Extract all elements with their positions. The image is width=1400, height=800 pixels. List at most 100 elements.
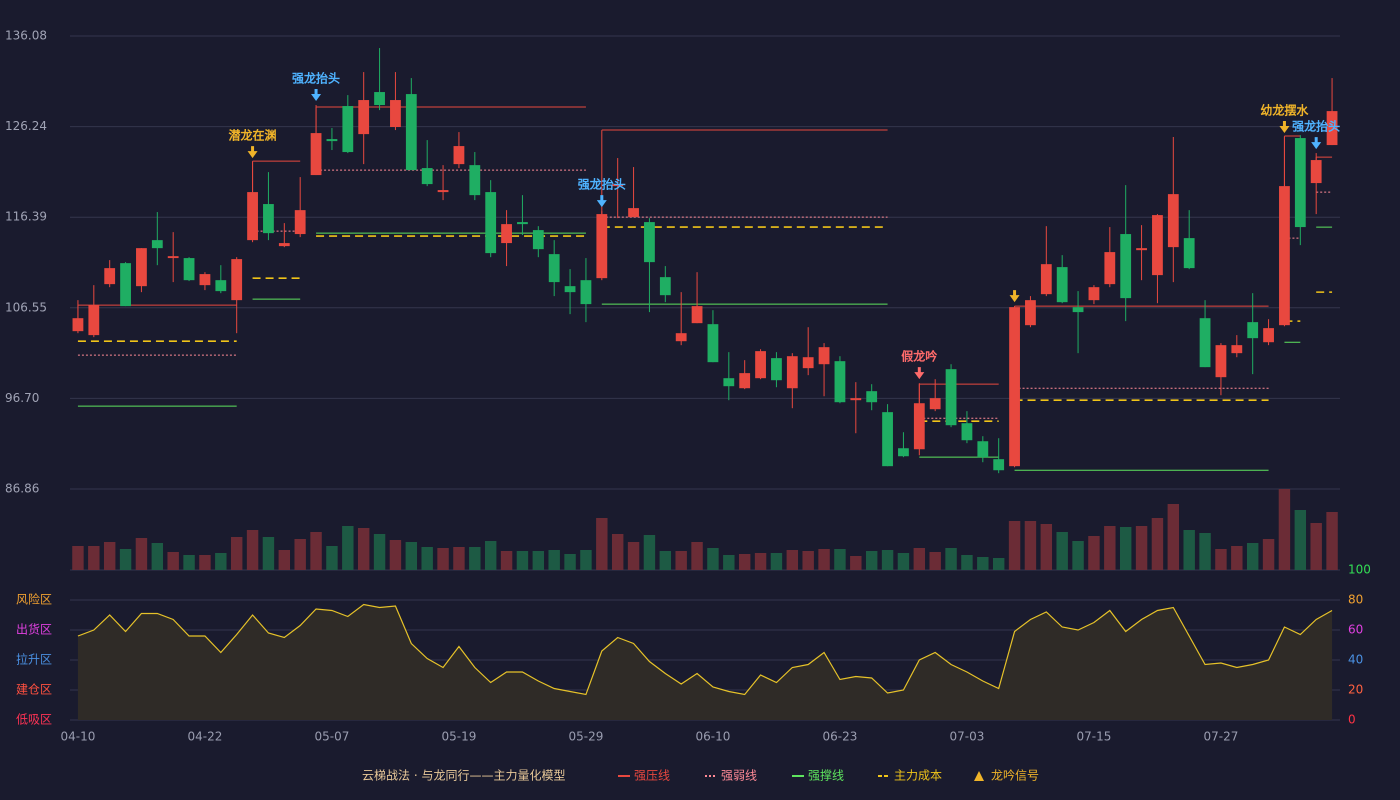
candle-body [850, 398, 862, 401]
candle-body [882, 412, 893, 467]
volume-bar [278, 550, 291, 570]
legend-label: 龙吟信号 [991, 768, 1039, 783]
candle-body [564, 286, 576, 293]
candle-body [1136, 248, 1147, 251]
volume-bar [1231, 546, 1243, 570]
volume-bar [1040, 524, 1053, 570]
x-tick-label: 07-03 [950, 730, 985, 744]
volume-bar [1088, 536, 1100, 570]
zone-label: 建仓区 [16, 683, 52, 697]
y-tick-label: 136.08 [5, 29, 47, 43]
x-tick-label: 04-10 [61, 730, 96, 744]
signal-arrow [247, 146, 258, 159]
volume-bar [596, 518, 608, 570]
x-tick-label: 04-22 [188, 730, 223, 744]
volume-bar [1056, 532, 1068, 570]
volume-bar [627, 542, 640, 570]
volume-bar [389, 540, 402, 570]
signal-arrow [596, 195, 607, 208]
volume-bar [310, 532, 322, 570]
legend-title: 云梯战法 · 与龙同行——主力量化模型 [362, 769, 565, 783]
candle-body [723, 378, 735, 387]
volume-bar [1151, 518, 1164, 570]
candle-body [278, 243, 290, 247]
candle-body [167, 256, 179, 259]
osc-tick-label: 80 [1348, 593, 1363, 607]
candle-body [453, 146, 465, 165]
osc-area [77, 604, 1333, 720]
volume-bar [977, 557, 989, 570]
candle-body [405, 94, 417, 171]
volume-bar [675, 551, 687, 570]
volume-bar [1215, 549, 1227, 570]
candle-body [469, 165, 481, 196]
volume-bar [643, 535, 656, 570]
candle-body [88, 305, 100, 336]
y-tick-label: 96.70 [5, 391, 39, 405]
candle-body [136, 248, 147, 287]
candle-body [961, 423, 973, 441]
volume-bar [1135, 526, 1148, 570]
candle-body [628, 208, 639, 218]
candle-body [532, 230, 544, 250]
volume-bar [770, 553, 783, 570]
candle-body [659, 277, 671, 296]
candle-body [374, 92, 385, 106]
y-tick-label: 86.86 [5, 482, 39, 496]
volume-bar [691, 542, 703, 570]
candle-body [866, 391, 878, 403]
volume-bar [421, 547, 433, 570]
zone-label: 出货区 [16, 622, 52, 637]
volume-bar [1246, 543, 1259, 570]
signal-label: 强龙抬头 [578, 177, 626, 192]
volume-bar [199, 555, 211, 570]
candle-body [1025, 300, 1036, 326]
volume-bar [580, 550, 592, 570]
volume-bar [103, 542, 116, 570]
candle-body [1199, 318, 1211, 368]
volume-bar [1119, 527, 1132, 570]
legend-label: 强弱线 [721, 769, 757, 783]
y-tick-label: 126.24 [5, 119, 47, 133]
candle-body [104, 268, 116, 285]
candle-body [786, 356, 798, 389]
volume-bar [913, 548, 926, 570]
candle-body [771, 358, 782, 381]
candle-body [1120, 234, 1132, 299]
volume-bar [881, 550, 894, 570]
signal-label: 潜龙在渊 [229, 128, 277, 143]
volume-bar [183, 555, 195, 570]
volume-bar [1278, 489, 1291, 570]
volume-bar [215, 553, 227, 570]
volume-bar [532, 551, 545, 570]
zone-label: 低吸区 [16, 713, 52, 727]
volume-bar [1104, 526, 1116, 570]
volume-bar [469, 547, 481, 570]
volume-bar [1183, 530, 1195, 570]
candle-body [818, 347, 830, 365]
candle-body [215, 280, 227, 292]
signal-label: 强龙抬头 [292, 71, 340, 86]
candle-body [183, 258, 195, 281]
volume-bar [151, 543, 164, 570]
volume-bar [373, 534, 386, 570]
candle-body [913, 403, 925, 450]
volume-bar [1167, 504, 1180, 570]
volume-bar [230, 537, 243, 570]
volume-bar [850, 556, 862, 570]
candle-body [929, 398, 941, 410]
y-tick-label: 106.55 [5, 300, 47, 314]
x-tick-label: 07-15 [1077, 730, 1112, 744]
signal-arrow [1279, 121, 1290, 134]
zone-label: 拉升区 [16, 652, 52, 667]
candle-body [231, 259, 243, 301]
osc-tick-label: 20 [1348, 683, 1363, 697]
candle-body [390, 100, 401, 128]
candle-body [1310, 160, 1322, 184]
osc-tick-label: 0 [1348, 713, 1356, 727]
candle-body [1215, 345, 1227, 378]
volume-bar [167, 552, 179, 570]
volume-bar [1024, 521, 1037, 570]
signal-arrow [1009, 290, 1020, 303]
